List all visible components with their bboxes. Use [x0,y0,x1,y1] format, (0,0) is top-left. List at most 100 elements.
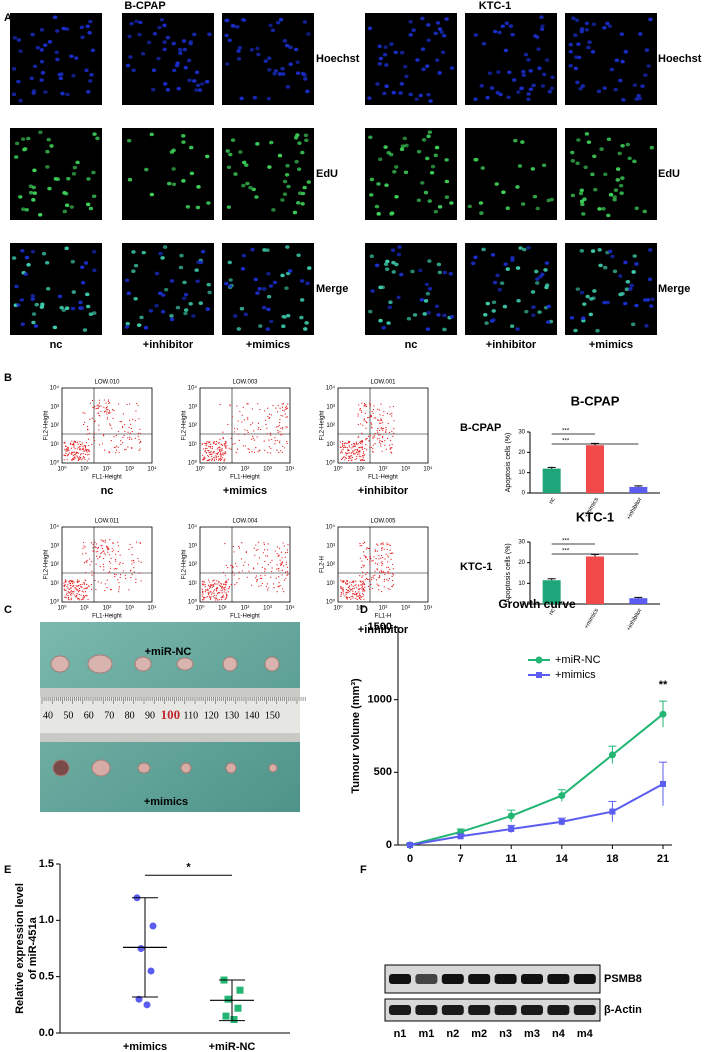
event [363,589,365,591]
nucleus [643,73,648,77]
nucleus [256,52,261,57]
event [219,404,221,406]
nucleus [171,167,176,171]
event [86,454,89,456]
nucleus [281,324,286,329]
nucleus [473,255,478,260]
event [257,563,259,565]
event [348,586,350,588]
event [374,574,376,576]
event [377,428,379,430]
event [221,448,223,450]
event [83,583,85,585]
event [281,451,283,453]
event [272,404,274,407]
event [131,560,133,562]
nucleus [37,212,43,217]
event [106,409,108,411]
event [212,441,214,443]
event [207,449,209,452]
event [83,595,85,598]
nucleus [255,46,260,51]
band [415,974,438,984]
event [357,415,359,417]
nucleus [26,136,31,141]
event [373,434,375,436]
event [67,453,69,455]
event [247,403,249,405]
event [383,580,385,582]
event [369,560,371,562]
event [68,452,71,454]
nucleus [434,304,440,309]
event [84,594,87,597]
event [358,584,360,586]
event [70,587,72,589]
nucleus [224,281,229,286]
micrograph [222,243,314,335]
event [255,447,257,449]
event [384,572,386,574]
flow-title: LOW.001 [370,380,396,386]
band [468,974,491,984]
nucleus [497,30,502,35]
nucleus [35,45,41,50]
event [343,580,345,582]
lane-label: n1 [394,1028,407,1040]
event [82,541,85,544]
nucleus [631,270,636,274]
event [251,422,254,424]
nucleus [487,71,493,76]
event [107,408,109,411]
nucleus [396,295,401,300]
nucleus [255,142,260,146]
event [271,438,273,441]
event [372,451,374,453]
event [81,442,83,444]
event [361,587,363,589]
event [81,444,83,446]
event [258,557,261,559]
nucleus [610,254,615,259]
event [138,560,140,562]
event [361,432,363,434]
event [67,596,70,599]
event [369,405,371,407]
lane-label: n2 [446,1028,459,1040]
nucleus [608,249,613,254]
lane-label: m3 [524,1028,540,1040]
event [345,593,347,595]
event [114,567,117,570]
event [287,544,289,546]
nucleus [268,319,274,324]
event [252,437,254,439]
event [211,448,213,450]
event [358,595,360,597]
event [362,571,364,573]
nucleus [71,73,76,78]
event [70,597,72,599]
nucleus [519,86,524,91]
flow-x-label: FL1-Height [92,475,122,481]
flow-tick: 10⁰ [50,460,60,467]
event [109,539,111,541]
event [204,589,207,591]
nucleus [573,33,578,37]
event [270,576,272,578]
event [349,581,351,583]
tumor [87,654,113,674]
event [264,449,266,452]
event [227,588,229,590]
nucleus [419,297,425,302]
event [278,442,281,444]
nucleus [267,68,272,72]
nucleus [92,249,97,254]
event [378,409,381,411]
event [359,446,361,448]
event [208,450,210,452]
event [369,416,372,418]
event [374,570,376,572]
tumor [176,657,194,671]
event [230,564,232,566]
marker [558,818,565,825]
